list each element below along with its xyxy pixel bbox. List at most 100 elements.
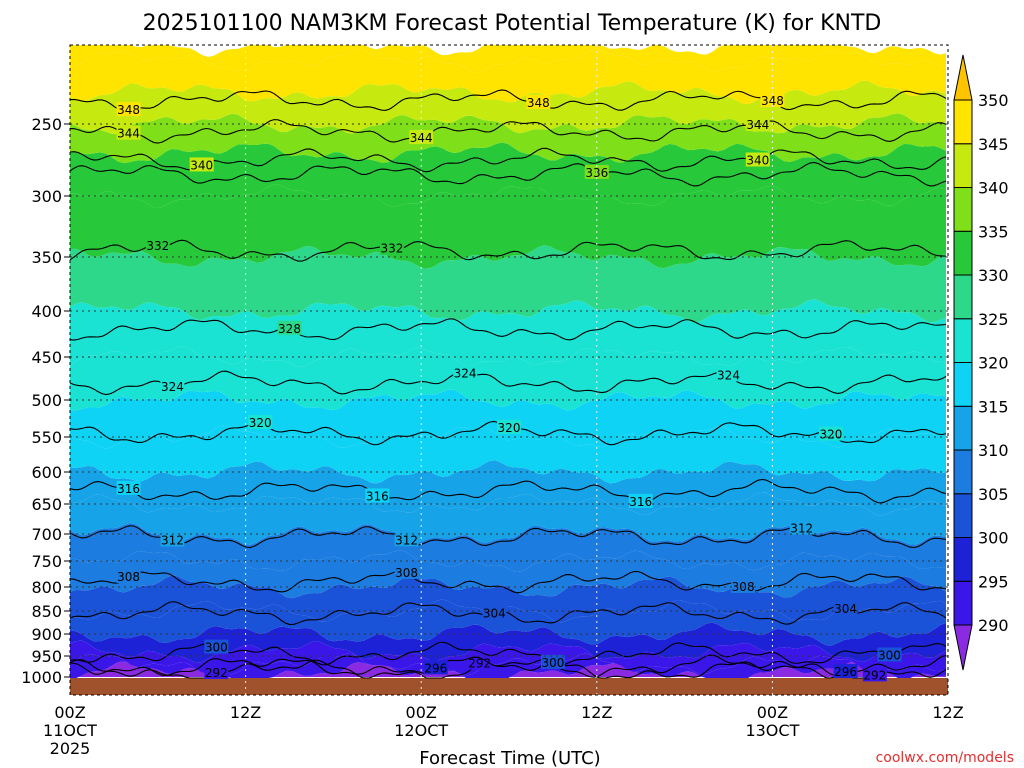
contour-label-292: 292	[205, 666, 228, 680]
theta-band	[70, 49, 946, 105]
contour-308	[69, 570, 947, 594]
colorbar-label: 330	[978, 266, 1009, 285]
colorbar-arrow-bottom	[953, 624, 973, 671]
contour-label-bg	[497, 419, 521, 434]
contour-324	[69, 370, 947, 396]
contour-label-bg	[789, 520, 814, 535]
contour-label-bg	[467, 655, 492, 670]
colorbar-label: 335	[978, 222, 1009, 241]
contour-label-bg	[116, 125, 141, 140]
contour-label-296: 296	[424, 661, 447, 675]
contour-label-bg	[862, 667, 887, 682]
contour-label-bg	[145, 237, 170, 252]
y-tick-label: 750	[31, 552, 62, 571]
theta-band	[70, 45, 946, 73]
contour-label-348: 348	[117, 103, 140, 117]
contour-label-316: 316	[629, 495, 652, 509]
theta-band	[70, 492, 946, 545]
contour-label-bg	[116, 102, 141, 117]
credit-link[interactable]: coolwx.com/models	[876, 750, 1014, 766]
contour-label-bg	[833, 664, 858, 679]
contour-label-312: 312	[790, 522, 813, 536]
contour-label-bg	[526, 94, 551, 109]
colorbar-label: 340	[978, 179, 1009, 198]
contour-label-bg	[394, 564, 419, 579]
y-tick-label: 900	[31, 625, 62, 644]
contour-label-304: 304	[834, 602, 857, 616]
contour-label-332: 332	[146, 239, 169, 253]
contour-label-312: 312	[161, 533, 184, 547]
x-tick-label: 00Z	[54, 703, 85, 722]
contour-332	[69, 239, 947, 262]
x-tick-date: 11OCT	[43, 721, 97, 740]
contour-348	[69, 89, 947, 112]
y-tick-label: 950	[31, 647, 62, 666]
contour-296	[69, 654, 947, 679]
contour-label-292: 292	[468, 657, 491, 671]
plot-frame	[69, 44, 949, 696]
theta-band	[70, 184, 946, 269]
contour-label-300: 300	[878, 648, 901, 662]
colorbar-label: 295	[978, 572, 1009, 591]
colorbar-swatch	[953, 230, 973, 276]
contour-label-312: 312	[395, 533, 418, 547]
contour-label-bg	[116, 480, 141, 495]
colorbar-swatch	[953, 449, 973, 495]
contour-label-320: 320	[498, 421, 521, 435]
contour-label-bg	[204, 665, 229, 680]
contour-label-bg	[160, 379, 185, 394]
contour-340	[69, 147, 947, 173]
contour-label-bg	[745, 117, 770, 132]
contour-label-344: 344	[410, 131, 433, 145]
theta-band	[70, 80, 946, 134]
x-tick-label: 00Z	[757, 703, 788, 722]
y-axis: 250 300 350 400 450 500 550 600 650 700 750 800 850 9…	[21, 115, 70, 687]
contour-label-304: 304	[483, 607, 506, 621]
theta-band	[70, 245, 946, 323]
theta-band	[70, 661, 946, 678]
contour-label-bg	[189, 157, 214, 172]
contour-304	[69, 601, 947, 626]
contour-328	[69, 318, 947, 341]
colorbar-label: 300	[978, 529, 1009, 548]
y-tick-label: 1000	[21, 668, 62, 687]
contour-label-308: 308	[395, 566, 418, 580]
contour-label-320: 320	[819, 428, 842, 442]
theta-band	[70, 550, 946, 599]
contour-label-316: 316	[366, 489, 389, 503]
colorbar-label: 290	[978, 616, 1009, 635]
contour-label-bg	[409, 130, 434, 145]
contour-label-bg	[277, 320, 302, 335]
colorbar-swatch	[953, 143, 973, 188]
theta-band	[70, 640, 946, 676]
contour-label-328: 328	[278, 322, 301, 336]
x-tick-date: 12OCT	[394, 721, 448, 740]
y-tick-label: 650	[31, 495, 62, 514]
colorbar-label: 305	[978, 485, 1009, 504]
x-tick-year: 2025	[50, 739, 91, 758]
colorbar-swatch	[953, 580, 973, 626]
ground-bar	[70, 678, 948, 695]
colorbar-swatch	[953, 405, 973, 451]
contour-label-324: 324	[717, 368, 740, 382]
x-tick-date: 13OCT	[745, 721, 799, 740]
contour-label-bg	[365, 488, 390, 503]
theta-band	[70, 599, 946, 646]
theta-band	[70, 113, 946, 164]
y-tick-label: 800	[31, 578, 62, 597]
contour-label-bg	[204, 639, 229, 654]
contour-336	[69, 161, 947, 187]
contour-label-292: 292	[863, 668, 886, 682]
y-tick-label: 450	[31, 348, 62, 367]
contour-label-bg	[248, 414, 273, 429]
contour-label-324: 324	[161, 380, 184, 394]
colorbar-label: 320	[978, 354, 1009, 373]
contour-label-344: 344	[117, 127, 140, 141]
contour-label-348: 348	[527, 96, 550, 110]
colorbar-label: 345	[978, 135, 1009, 154]
contour-label-300: 300	[541, 656, 564, 670]
chart-title: 2025101100 NAM3KM Forecast Potential Tem…	[143, 11, 882, 36]
